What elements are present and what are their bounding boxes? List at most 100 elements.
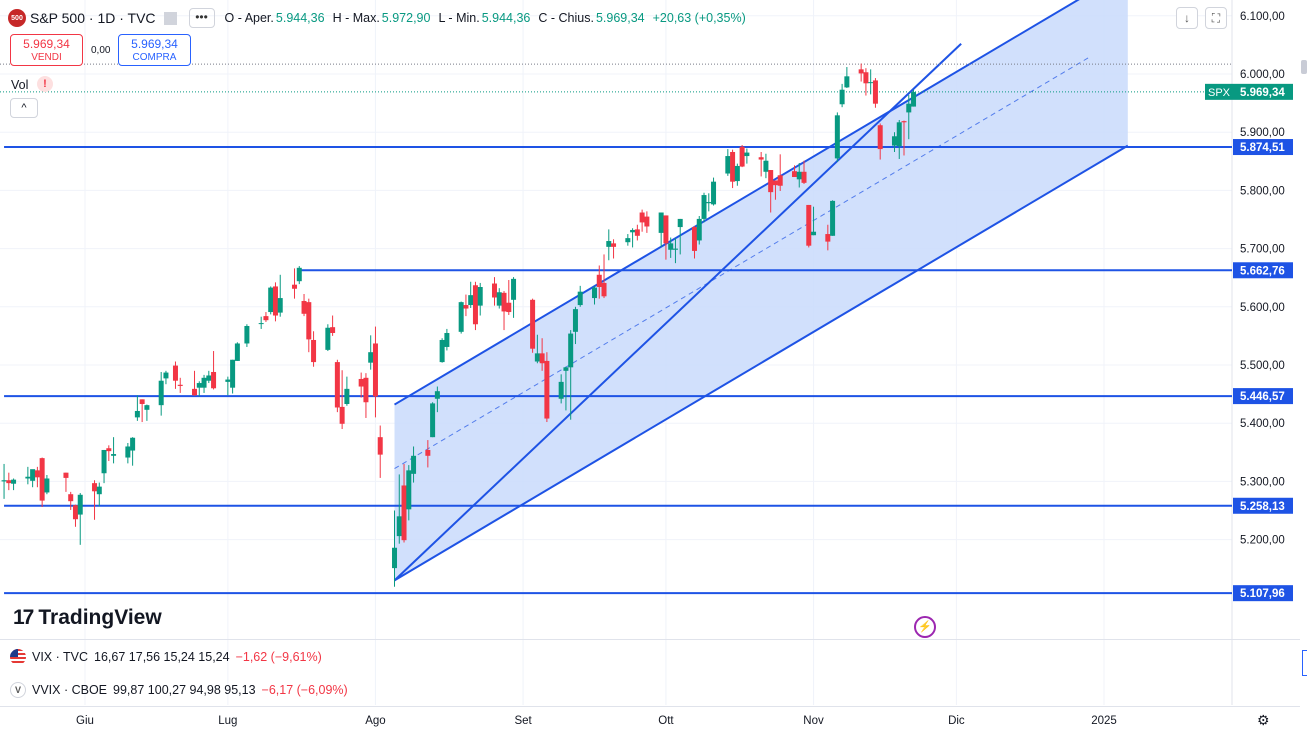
more-menu-button[interactable]: ••• bbox=[188, 8, 215, 28]
legend-header: 500 S&P 500 · 1D · TVC ••• O - Aper. 5.9… bbox=[8, 8, 746, 28]
candle-body bbox=[768, 170, 774, 193]
level-price-label: 5.662,76 bbox=[1240, 265, 1285, 277]
candle-body bbox=[891, 136, 897, 146]
regression-channel[interactable] bbox=[393, 0, 1129, 582]
channel-lower-line bbox=[393, 144, 1129, 582]
symbol-visibility-toggle[interactable] bbox=[163, 11, 177, 25]
level-price-label: 5.874,51 bbox=[1240, 142, 1285, 154]
candle-body bbox=[739, 146, 745, 167]
level-price-tag bbox=[1233, 262, 1293, 279]
symbol-tag bbox=[1205, 83, 1233, 100]
candle-body bbox=[863, 72, 869, 84]
candle-body bbox=[601, 282, 607, 297]
candle-body bbox=[572, 309, 578, 332]
time-tick-label: Ott bbox=[658, 715, 674, 727]
symbol-title[interactable]: S&P 500 · 1D · TVC bbox=[30, 10, 156, 26]
candle-body bbox=[896, 122, 902, 147]
candle-body bbox=[901, 121, 907, 123]
candle-body bbox=[711, 181, 717, 205]
candle-body bbox=[830, 200, 836, 236]
candle-body bbox=[196, 383, 202, 388]
candle-body bbox=[201, 377, 207, 388]
candle-body bbox=[725, 156, 731, 174]
compare-symbol: VVIX · CBOE bbox=[32, 683, 108, 697]
candle-body bbox=[130, 437, 136, 451]
buy-button[interactable]: 5.969,34 COMPRA bbox=[118, 34, 191, 66]
candle-body bbox=[439, 339, 445, 363]
candle-body bbox=[534, 353, 540, 362]
candle-body bbox=[92, 483, 98, 492]
candle-body bbox=[677, 218, 683, 228]
candle-body bbox=[906, 103, 912, 113]
compare-row-vvix[interactable]: V VVIX · CBOE 99,87 100,27 94,98 95,13 −… bbox=[10, 680, 354, 700]
candle-body bbox=[539, 353, 545, 364]
candle-body bbox=[701, 195, 707, 219]
buy-label: COMPRA bbox=[132, 52, 177, 63]
candle-body bbox=[63, 472, 69, 478]
candle-body bbox=[30, 469, 36, 481]
sell-price: 5.969,34 bbox=[23, 37, 70, 51]
candle-body bbox=[372, 343, 378, 397]
candle-body bbox=[339, 406, 345, 424]
candle-body bbox=[125, 446, 131, 458]
candle-body bbox=[106, 448, 112, 452]
price-tick-label: 5.500,00 bbox=[1240, 360, 1285, 372]
warning-icon[interactable]: ! bbox=[37, 76, 53, 92]
candle-body bbox=[468, 295, 474, 306]
time-tick-label: Dic bbox=[948, 715, 965, 727]
volume-label[interactable]: Vol bbox=[11, 78, 29, 92]
candle-body bbox=[868, 82, 874, 84]
candle-body bbox=[844, 76, 850, 88]
candle-body bbox=[406, 470, 412, 510]
candle-body bbox=[177, 384, 183, 386]
price-tick-label: 5.600,00 bbox=[1240, 302, 1285, 314]
candle-body bbox=[444, 332, 450, 347]
candle-body bbox=[763, 160, 769, 172]
candle-body bbox=[411, 455, 417, 474]
tradingview-logo[interactable]: 17 TradingView bbox=[13, 606, 162, 630]
candle-body bbox=[158, 380, 164, 406]
price-axis[interactable]: 6.100,00 6.000,00 5.900,00 5.800,00 5.700,00… bbox=[1205, 11, 1293, 602]
candle-body bbox=[758, 157, 764, 160]
pane-edge-marker[interactable] bbox=[1302, 650, 1307, 676]
candle-body bbox=[272, 286, 278, 316]
high-value: 5.972,90 bbox=[381, 11, 431, 25]
channel-fill bbox=[394, 0, 1128, 581]
candle-body bbox=[630, 229, 636, 233]
fullscreen-icon[interactable]: ⛶ bbox=[1205, 7, 1227, 29]
candle-body bbox=[668, 243, 674, 250]
price-tick-label: 5.900,00 bbox=[1240, 127, 1285, 139]
bolt-icon[interactable]: ⚡ bbox=[914, 616, 936, 638]
compare-symbol: VIX · TVC bbox=[32, 650, 89, 664]
candle-body bbox=[644, 216, 650, 227]
candle-body bbox=[811, 231, 817, 236]
candle-body bbox=[358, 378, 364, 387]
price-tick-label: 5.800,00 bbox=[1240, 185, 1285, 197]
channel-upper-line bbox=[393, 0, 1080, 406]
candle-body bbox=[6, 480, 12, 484]
candle-body bbox=[306, 302, 312, 340]
settings-gear-icon[interactable]: ⚙ bbox=[1257, 712, 1270, 728]
candle-body bbox=[225, 379, 231, 382]
candle-body bbox=[477, 287, 483, 306]
candle-body bbox=[772, 180, 778, 186]
collapse-legend-button[interactable]: ^ bbox=[10, 98, 38, 118]
last-price-label: 5.969,34 bbox=[1240, 87, 1285, 99]
candle-body bbox=[558, 381, 564, 399]
cboe-badge-icon: V bbox=[10, 682, 26, 698]
compare-row-vix[interactable]: VIX · TVC 16,67 17,56 15,24 15,24 −1,62 … bbox=[10, 647, 328, 667]
download-icon[interactable]: ↓ bbox=[1176, 7, 1198, 29]
candle-body bbox=[472, 285, 478, 325]
low-value: 5.944,36 bbox=[481, 11, 531, 25]
candle-body bbox=[325, 327, 331, 350]
price-tick-label: 5.700,00 bbox=[1240, 244, 1285, 256]
horizontal-levels[interactable] bbox=[0, 63, 1232, 595]
time-axis[interactable]: Giu Lug Ago Set Ott Nov Dic 2025 bbox=[76, 715, 1117, 727]
candle-body bbox=[801, 171, 807, 183]
open-value: 5.944,36 bbox=[275, 11, 325, 25]
candle-body bbox=[101, 449, 107, 474]
sell-button[interactable]: 5.969,34 VENDI bbox=[10, 34, 83, 66]
candle-body bbox=[206, 375, 212, 381]
price-scale-handle[interactable] bbox=[1301, 60, 1307, 74]
